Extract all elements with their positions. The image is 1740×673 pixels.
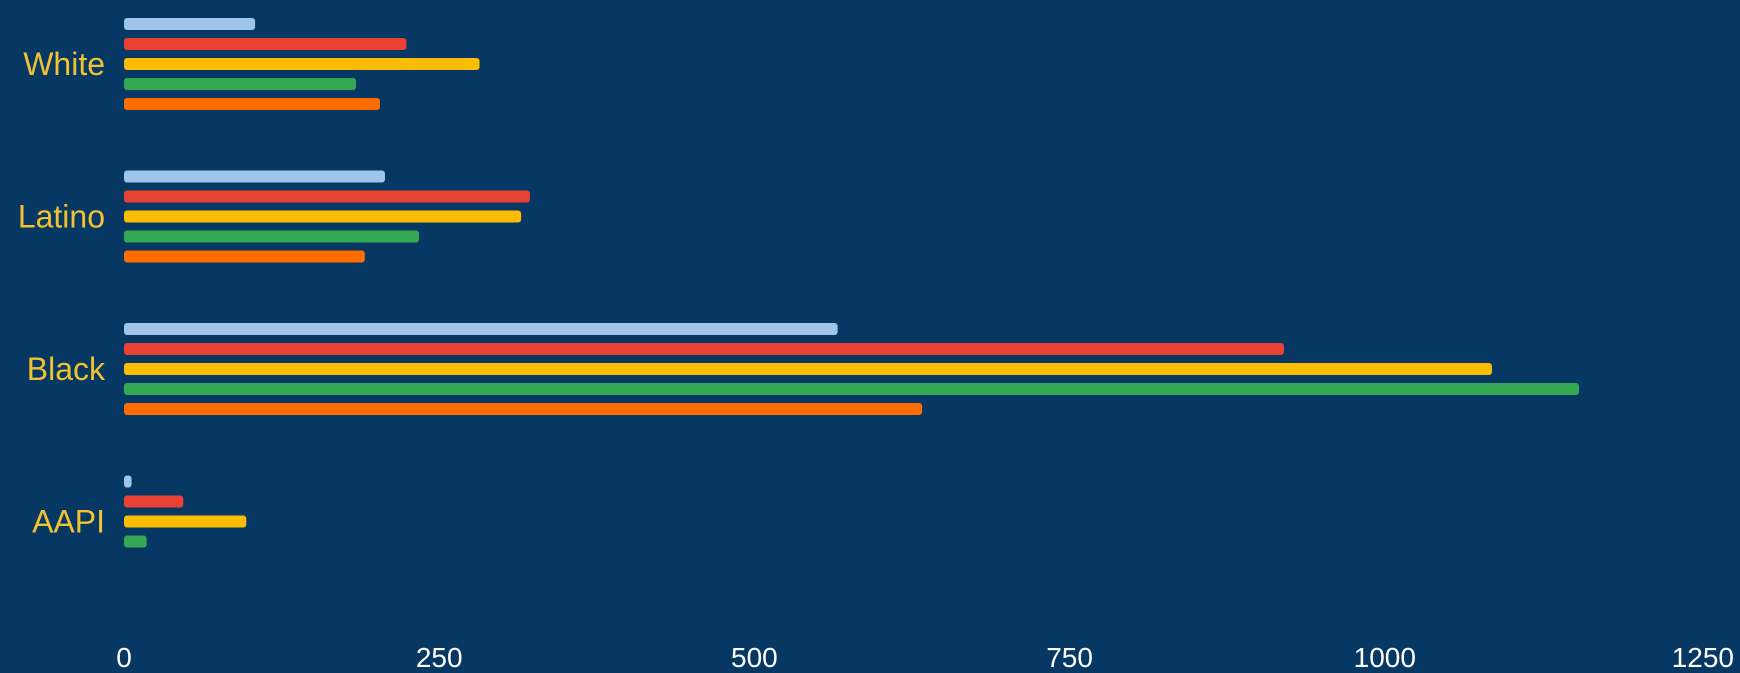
bar-white-series-1	[124, 18, 256, 30]
bar-white-series-2	[124, 38, 407, 50]
bar-white-series-5	[124, 98, 380, 110]
bar-black-series-4	[124, 383, 1579, 395]
bars-layer	[124, 18, 1579, 548]
bar-black-series-5	[124, 403, 923, 415]
bar-black-series-1	[124, 323, 838, 335]
bar-latino-series-2	[124, 190, 530, 203]
x-tick-label-1000: 1000	[1354, 642, 1416, 673]
category-label-white: White	[23, 46, 105, 82]
x-tick-label-500: 500	[731, 642, 778, 673]
x-tick-label-250: 250	[416, 642, 463, 673]
x-tick-label-750: 750	[1046, 642, 1093, 673]
bar-black-series-2	[124, 343, 1284, 355]
bar-white-series-4	[124, 78, 356, 90]
bar-latino-series-3	[124, 210, 522, 223]
category-label-latino: Latino	[18, 199, 105, 235]
category-label-aapi: AAPI	[32, 504, 105, 540]
bar-latino-series-5	[124, 250, 365, 263]
x-tick-label-1250: 1250	[1672, 642, 1734, 673]
category-label-black: Black	[27, 351, 106, 387]
bar-latino-series-4	[124, 230, 420, 243]
bar-aapi-series-2	[124, 495, 184, 508]
bar-aapi-series-3	[124, 515, 247, 528]
bar-latino-series-1	[124, 170, 385, 183]
bar-black-series-3	[124, 363, 1492, 375]
x-tick-label-0: 0	[116, 642, 132, 673]
category-labels: White Latino Black AAPI	[18, 46, 106, 540]
x-axis-tick-labels: 0 250 500 750 1000 1250	[116, 642, 1734, 673]
bar-white-series-3	[124, 58, 480, 70]
bar-aapi-series-4	[124, 535, 147, 548]
bar-aapi-series-1	[124, 475, 132, 488]
